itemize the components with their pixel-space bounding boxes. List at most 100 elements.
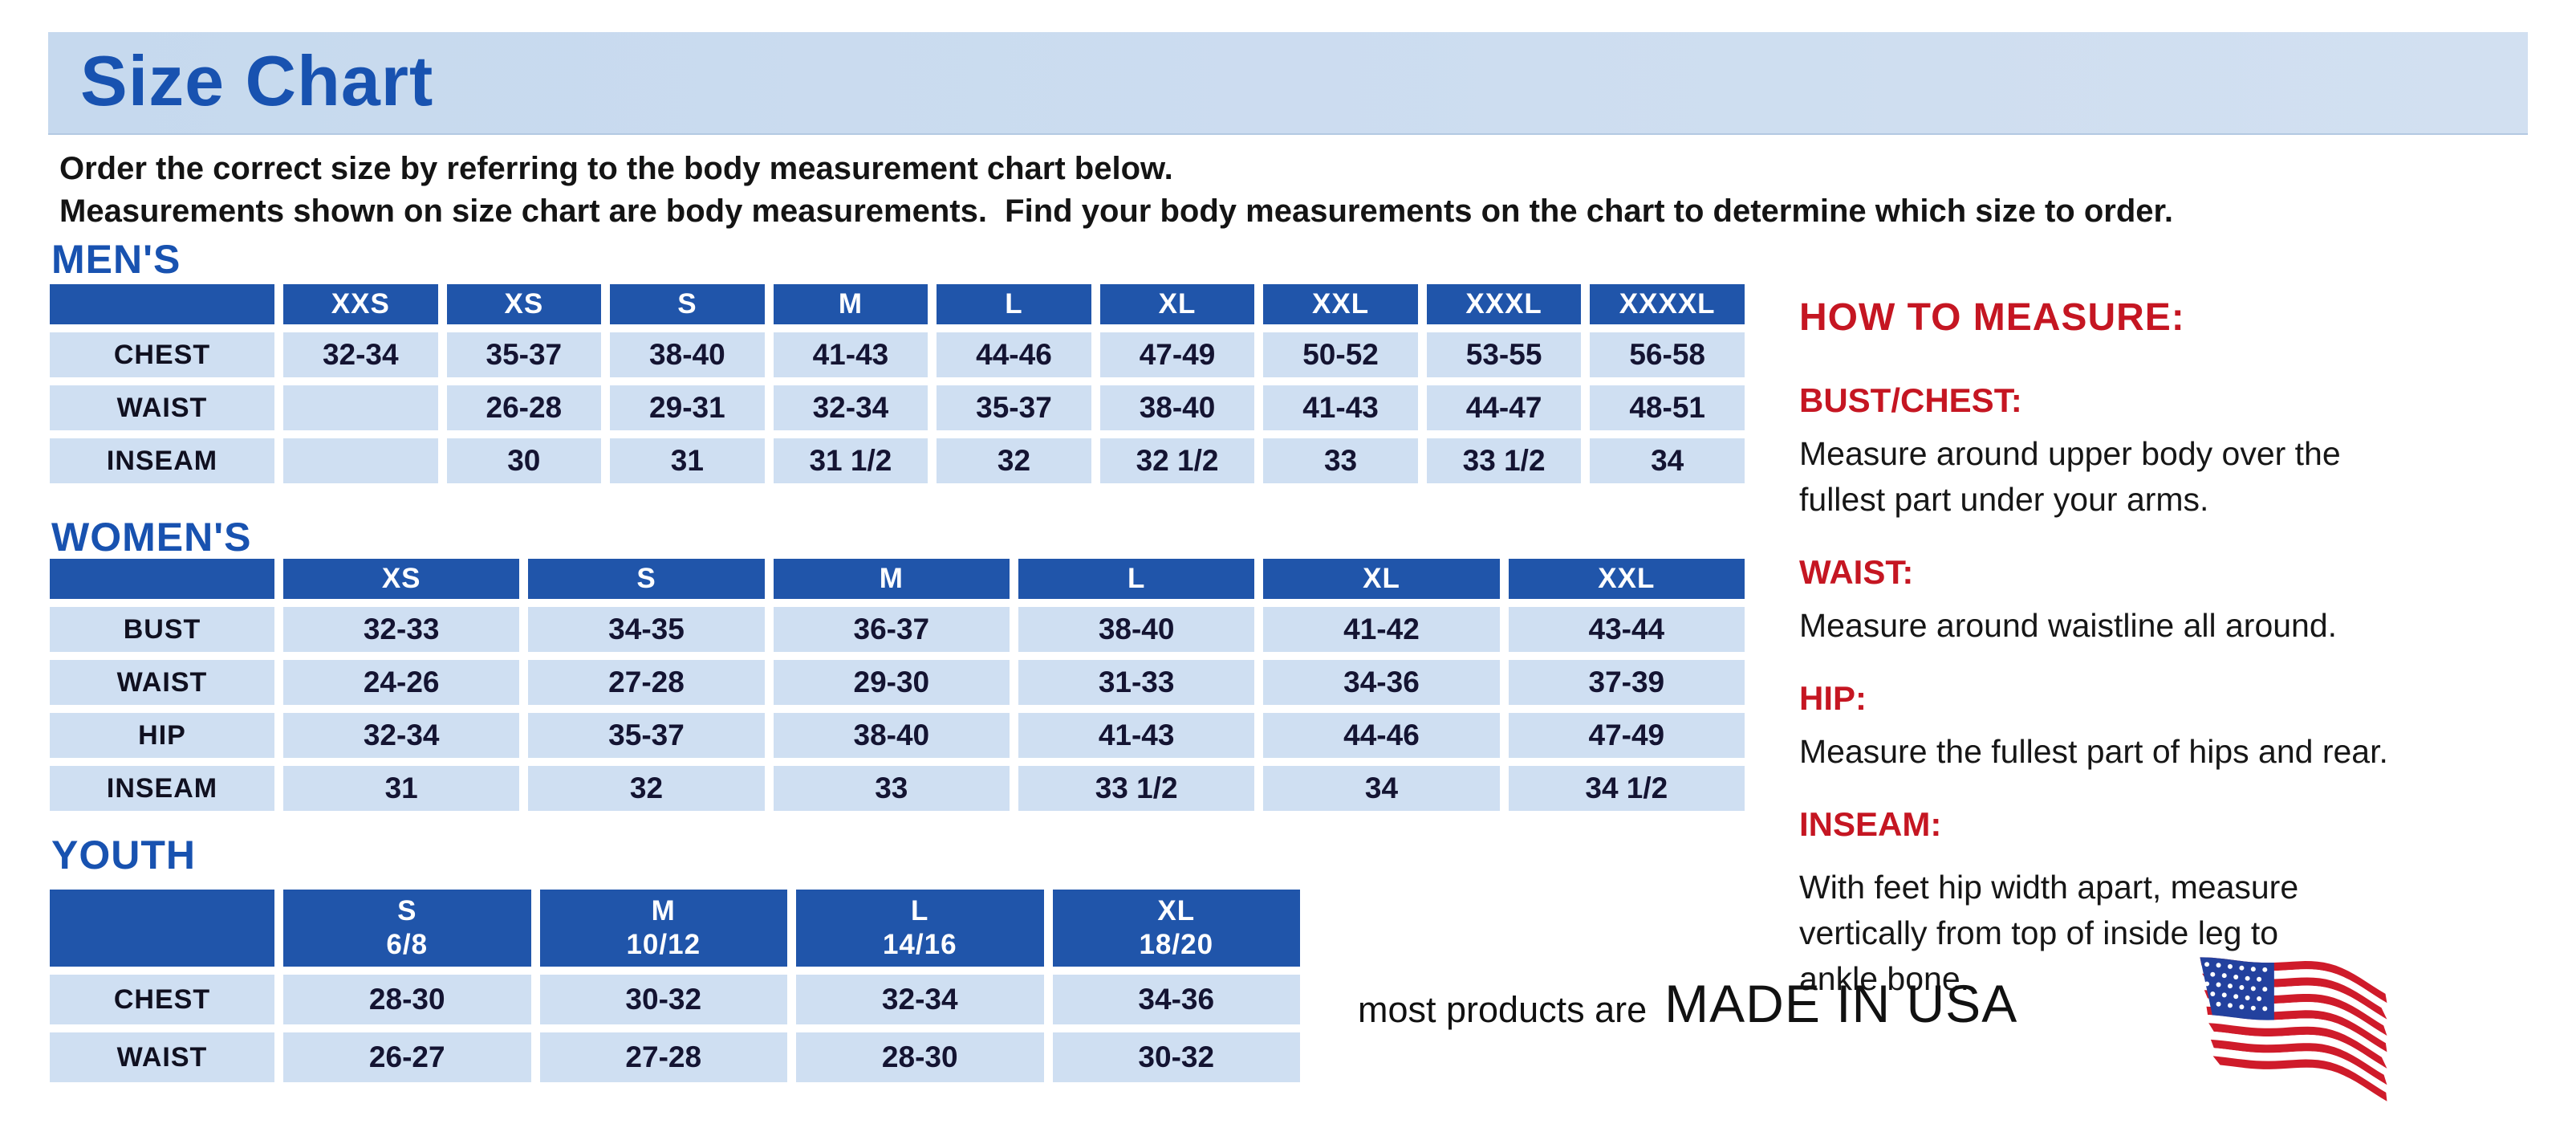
mens-column-header-l: L xyxy=(937,284,1091,324)
mens-cell-inseam-xxs xyxy=(283,438,438,483)
youth-row-chest: CHEST 28-30 30-32 32-34 34-36 xyxy=(50,975,1300,1024)
womens-row-label-waist: WAIST xyxy=(50,660,274,705)
womens-row-hip: HIP 32-34 35-37 38-40 41-43 44-46 47-49 xyxy=(50,713,1745,758)
youth-table-corner xyxy=(50,890,274,967)
youth-cell-chest-l: 32-34 xyxy=(796,975,1044,1024)
womens-cell-hip-xl: 44-46 xyxy=(1263,713,1500,758)
womens-cell-waist-s: 27-28 xyxy=(528,660,765,705)
flag-star xyxy=(2204,1000,2210,1006)
mens-cell-inseam-xl: 32 1/2 xyxy=(1099,438,1255,483)
measure-item-text: With feet hip width apart, measure verti… xyxy=(1799,869,2299,997)
flag-star xyxy=(2204,981,2210,987)
flag-star xyxy=(2233,994,2239,1000)
womens-cell-inseam-s: 32 xyxy=(528,766,765,811)
womens-column-header-xl: XL xyxy=(1263,559,1500,599)
mens-cell-waist-xxs xyxy=(283,385,438,430)
youth-column-header-xl: XL 18/20 xyxy=(1052,890,1300,967)
mens-size-table: XXS XS S M L XL XXL XXXL XXXXL CHEST 32-34 35-37 38-… xyxy=(41,276,1753,491)
flag-star xyxy=(2239,984,2245,990)
flag-star xyxy=(2257,996,2262,1002)
womens-cell-hip-xs: 32-34 xyxy=(283,713,520,758)
womens-cell-waist-m: 29-30 xyxy=(773,660,1010,705)
mens-row-label-chest: CHEST xyxy=(50,332,274,377)
womens-cell-inseam-xxl: 34 1/2 xyxy=(1508,766,1745,811)
mens-header-row: XXS XS S M L XL XXL XXXL XXXXL xyxy=(50,284,1745,324)
womens-cell-bust-xs: 32-33 xyxy=(283,607,520,652)
made-in-usa-line: most products are MADE IN USA xyxy=(1358,973,2017,1034)
womens-cell-inseam-m: 33 xyxy=(773,766,1010,811)
intro-line-2: Measurements shown on size chart are bod… xyxy=(59,193,2173,229)
youth-cell-waist-s: 26-27 xyxy=(283,1032,531,1082)
mens-cell-chest-xxxxl: 56-58 xyxy=(1590,332,1745,377)
womens-cell-hip-l: 41-43 xyxy=(1018,713,1255,758)
measure-item-hip: HIP: Measure the fullest part of hips and… xyxy=(1799,679,2570,775)
flag-star xyxy=(2262,967,2268,972)
how-to-measure-section: HOW TO MEASURE: BUST/CHEST: Measure aroun… xyxy=(1799,295,2570,1032)
flag-star xyxy=(2233,974,2239,979)
youth-cell-waist-l: 28-30 xyxy=(796,1032,1044,1082)
flag-red-stripe xyxy=(2212,1056,2387,1101)
youth-cell-chest-xl: 34-36 xyxy=(1052,975,1300,1024)
womens-cell-bust-l: 38-40 xyxy=(1018,607,1255,652)
youth-section-heading: YOUTH xyxy=(51,833,196,878)
flag-star xyxy=(2250,1005,2256,1011)
measure-item-label: WAIST: xyxy=(1799,553,1914,591)
flag-star xyxy=(2210,991,2216,996)
measure-item-waist: WAIST: Measure around waistline all aroun… xyxy=(1799,553,2570,649)
mens-column-header-m: M xyxy=(773,284,928,324)
footer-prefix-text: most products are xyxy=(1358,989,1648,1030)
womens-column-header-xxl: XXL xyxy=(1508,559,1745,599)
mens-row-inseam: INSEAM 30 31 31 1/2 32 32 1/2 33 33 1/2 34 xyxy=(50,438,1745,483)
womens-cell-bust-xxl: 43-44 xyxy=(1508,607,1745,652)
womens-column-header-m: M xyxy=(773,559,1010,599)
flag-star xyxy=(2216,982,2221,987)
womens-row-bust: BUST 32-33 34-35 36-37 38-40 41-42 43-44 xyxy=(50,607,1745,652)
measure-item-label: INSEAM: xyxy=(1799,805,1942,843)
mens-cell-waist-xxl: 41-43 xyxy=(1263,385,1418,430)
flag-red-stripe xyxy=(2210,1039,2387,1085)
flag-star xyxy=(2227,1003,2233,1008)
mens-cell-waist-l: 35-37 xyxy=(937,385,1091,430)
measure-item-text: Measure around waistline all around. xyxy=(1799,607,2338,644)
flag-star xyxy=(2216,1001,2221,1007)
youth-cell-chest-m: 30-32 xyxy=(539,975,787,1024)
how-to-measure-heading: HOW TO MEASURE: xyxy=(1799,296,2185,339)
womens-size-table: XS S M L XL XXL BUST 32-33 34-35 36-37 38-40 41-42 4… xyxy=(41,551,1753,819)
youth-cell-waist-m: 27-28 xyxy=(539,1032,787,1082)
measure-item-label: HIP: xyxy=(1799,679,1867,717)
measure-item-inseam: INSEAM: With feet hip width apart, measur… xyxy=(1799,805,2570,1002)
mens-cell-chest-xxs: 32-34 xyxy=(283,332,438,377)
flag-star xyxy=(2216,963,2221,968)
mens-cell-inseam-l: 32 xyxy=(937,438,1091,483)
page-title: Size Chart xyxy=(80,40,434,120)
flag-star xyxy=(2245,975,2250,981)
flag-star xyxy=(2210,971,2216,977)
womens-cell-inseam-l: 33 1/2 xyxy=(1018,766,1255,811)
flag-star xyxy=(2250,967,2256,972)
womens-cell-waist-xxl: 37-39 xyxy=(1508,660,1745,705)
youth-row-label-waist: WAIST xyxy=(50,1032,274,1082)
youth-column-header-m: M 10/12 xyxy=(539,890,787,967)
intro-line-1: Order the correct size by referring to t… xyxy=(59,151,1173,186)
mens-cell-inseam-s: 31 xyxy=(610,438,765,483)
mens-cell-inseam-xxxxl: 34 xyxy=(1590,438,1745,483)
womens-cell-hip-s: 35-37 xyxy=(528,713,765,758)
womens-row-label-hip: HIP xyxy=(50,713,274,758)
mens-row-label-waist: WAIST xyxy=(50,385,274,430)
how-to-measure-items: BUST/CHEST: Measure around upper body ove… xyxy=(1799,381,2570,1002)
mens-row-chest: CHEST 32-34 35-37 38-40 41-43 44-46 47-49 50-52… xyxy=(50,332,1745,377)
womens-cell-bust-m: 36-37 xyxy=(773,607,1010,652)
youth-row-label-chest: CHEST xyxy=(50,975,274,1024)
mens-cell-chest-xxxl: 53-55 xyxy=(1426,332,1582,377)
womens-section-heading: WOMEN'S xyxy=(51,515,252,560)
flag-star xyxy=(2239,965,2245,971)
youth-size-table: S 6/8 M 10/12 L 14/16 XL 18/20 CHEST 28-30 30-… xyxy=(41,882,1309,1090)
flag-star xyxy=(2262,1006,2268,1012)
mens-column-header-xs: XS xyxy=(446,284,602,324)
measure-item-text: Measure around upper body over the fulle… xyxy=(1799,435,2341,518)
womens-row-label-inseam: INSEAM xyxy=(50,766,274,811)
flag-star xyxy=(2204,962,2210,967)
womens-cell-bust-s: 34-35 xyxy=(528,607,765,652)
womens-row-label-bust: BUST xyxy=(50,607,274,652)
